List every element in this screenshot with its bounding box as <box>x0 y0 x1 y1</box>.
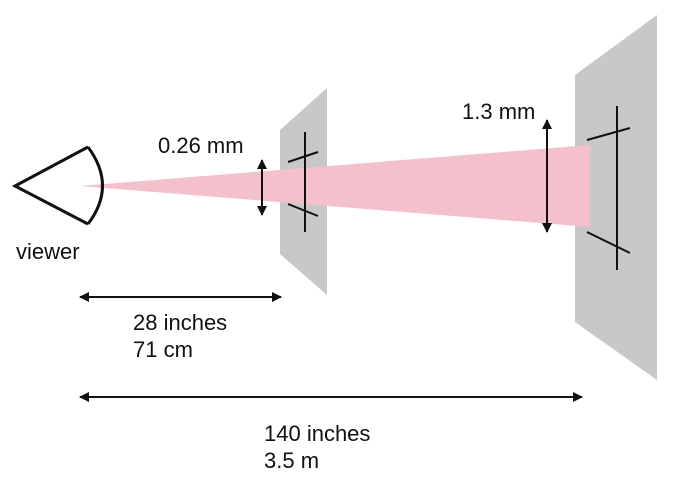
eye-icon <box>11 145 104 226</box>
near-screen-glyph <box>287 132 319 232</box>
viewer-label: viewer <box>16 239 80 264</box>
far-distance-m-label: 3.5 m <box>264 448 319 473</box>
near-size-label: 0.26 mm <box>158 133 244 158</box>
viewing-cone <box>80 145 590 227</box>
near-distance-inches-label: 28 inches <box>133 310 227 335</box>
far-size-label: 1.3 mm <box>462 99 535 124</box>
far-distance-inches-label: 140 inches <box>264 421 370 446</box>
far-screen-glyph <box>586 106 631 270</box>
near-distance-cm-label: 71 cm <box>133 337 193 362</box>
